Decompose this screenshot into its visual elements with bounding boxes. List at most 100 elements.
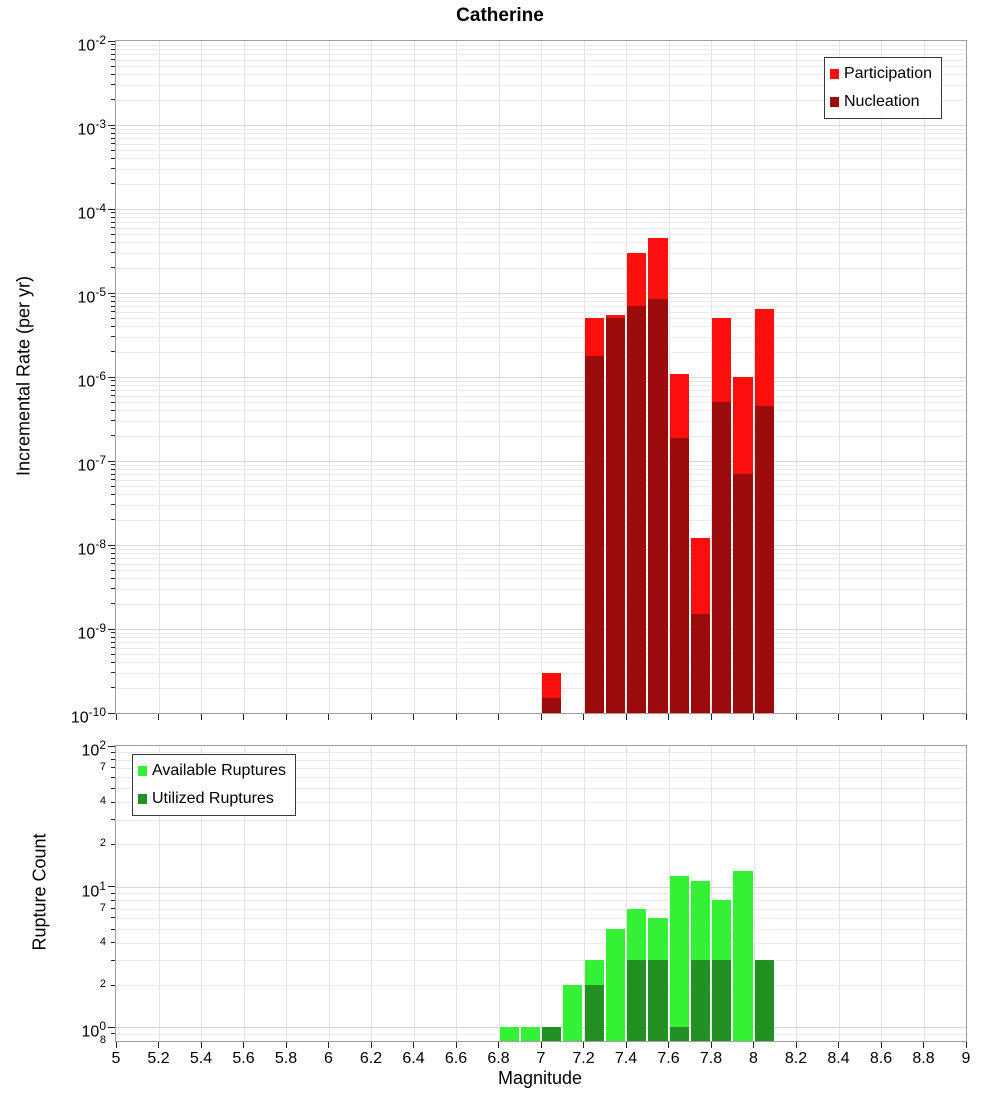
y-tick-minor xyxy=(111,661,115,663)
gridline-horizontal-minor xyxy=(116,59,966,61)
y-tick-minor xyxy=(111,892,115,894)
bar-available-ruptures xyxy=(733,870,753,1041)
y-tick-minor xyxy=(111,641,115,643)
y-minor-tick-label: 4 xyxy=(99,795,106,807)
gridline-horizontal-minor xyxy=(116,44,966,46)
x-tick xyxy=(625,714,627,720)
x-tick xyxy=(540,1042,542,1048)
legend-item-label: Participation xyxy=(843,65,932,82)
y-tick-minor xyxy=(111,647,115,649)
gridline-horizontal-minor xyxy=(116,917,966,919)
gridline-horizontal-minor xyxy=(116,252,966,254)
y-tick-label: 10-10 xyxy=(70,705,106,727)
y-tick-minor xyxy=(111,137,115,139)
gridline-horizontal-minor xyxy=(116,84,966,86)
x-tick xyxy=(200,1042,202,1048)
x-tick xyxy=(710,1042,712,1048)
y-tick-minor xyxy=(111,899,115,901)
y-tick-minor xyxy=(111,267,115,269)
y-tick-minor xyxy=(111,227,115,229)
legend-item-label: Nucleation xyxy=(843,93,920,110)
y-tick-minor xyxy=(111,787,115,789)
gridline-horizontal-minor xyxy=(116,395,966,397)
gridline-horizontal-minor xyxy=(116,662,966,664)
y-tick-minor xyxy=(111,325,115,327)
gridline-horizontal-minor xyxy=(116,570,966,572)
bar-available-ruptures xyxy=(669,875,689,1041)
x-tick-label: 5.2 xyxy=(147,1050,170,1067)
gridline-horizontal-minor xyxy=(116,306,966,307)
y-tick-major xyxy=(108,712,115,714)
y-tick-minor xyxy=(111,917,115,919)
y-tick-minor xyxy=(111,336,115,338)
x-tick-label: 5.4 xyxy=(189,1050,213,1067)
y-tick-major xyxy=(108,544,115,546)
gridline-horizontal-major xyxy=(116,125,966,126)
x-tick xyxy=(880,714,882,720)
x-tick-label: 7.2 xyxy=(572,1050,595,1067)
legend-item: Nucleation xyxy=(829,88,932,116)
x-tick-label: 8.6 xyxy=(869,1050,893,1067)
y-tick-major xyxy=(108,745,115,747)
x-tick xyxy=(583,1042,584,1048)
y-tick-minor xyxy=(111,519,115,521)
gridline-horizontal-minor xyxy=(116,960,966,962)
bar-nucleation xyxy=(542,698,562,713)
y-tick-major xyxy=(108,40,115,42)
legend-item: Available Ruptures xyxy=(138,757,286,785)
bar-utilized-ruptures xyxy=(648,960,668,1041)
y-tick-minor xyxy=(111,380,115,382)
legend-swatch xyxy=(138,794,147,804)
legend-item-label: Utilized Ruptures xyxy=(152,790,274,807)
bar-nucleation xyxy=(584,355,604,713)
gridline-horizontal-minor xyxy=(116,49,966,51)
gridline-horizontal-minor xyxy=(116,893,966,895)
gridline-horizontal-minor xyxy=(116,654,966,656)
x-tick xyxy=(285,714,287,720)
x-tick-label: 8 xyxy=(749,1050,758,1067)
y-tick-minor xyxy=(111,636,115,638)
bar-utilized-ruptures xyxy=(627,960,647,1041)
x-tick xyxy=(158,714,159,720)
x-tick xyxy=(413,1042,414,1048)
y-tick-minor xyxy=(111,984,115,986)
y-tick-minor xyxy=(111,99,115,101)
gridline-horizontal-minor xyxy=(116,420,966,422)
y-tick-label: 10-9 xyxy=(77,621,106,643)
x-tick xyxy=(243,714,244,720)
y-tick-label: 102 xyxy=(81,738,106,760)
y-tick-major xyxy=(108,208,115,210)
y-tick-minor xyxy=(111,485,115,487)
gridline-horizontal-minor xyxy=(116,99,966,101)
gridline-horizontal-minor xyxy=(116,267,966,269)
y-tick-minor xyxy=(111,819,115,821)
gridline-horizontal-minor xyxy=(116,326,966,328)
gridline-horizontal-minor xyxy=(116,150,966,152)
gridline-horizontal-minor xyxy=(116,402,966,404)
x-tick xyxy=(370,1042,372,1048)
x-tick xyxy=(243,1042,244,1048)
y-tick-minor xyxy=(111,221,115,223)
y-tick-minor xyxy=(111,233,115,235)
gridline-horizontal-minor xyxy=(116,672,966,674)
y-tick-minor xyxy=(111,603,115,605)
gridline-horizontal-minor xyxy=(116,588,966,590)
gridline-horizontal-minor xyxy=(116,558,966,559)
gridline-horizontal-minor xyxy=(116,242,966,244)
gridline-horizontal-minor xyxy=(116,380,966,382)
y-tick-label: 10-3 xyxy=(77,117,106,139)
y-tick-minor xyxy=(111,143,115,145)
gridline-horizontal-minor xyxy=(116,133,966,135)
y-tick-minor xyxy=(111,435,115,437)
gridline-horizontal-minor xyxy=(116,168,966,170)
x-tick xyxy=(583,714,584,720)
gridline-horizontal-minor xyxy=(116,548,966,550)
gridline-horizontal-minor xyxy=(116,504,966,506)
gridline-horizontal-minor xyxy=(116,942,966,944)
x-tick xyxy=(115,714,117,720)
gridline-horizontal-major xyxy=(116,886,966,888)
bar-nucleation xyxy=(648,298,668,713)
gridline-horizontal-minor xyxy=(116,410,966,412)
y-tick-minor xyxy=(111,216,115,218)
gridline-horizontal-minor xyxy=(116,311,966,313)
